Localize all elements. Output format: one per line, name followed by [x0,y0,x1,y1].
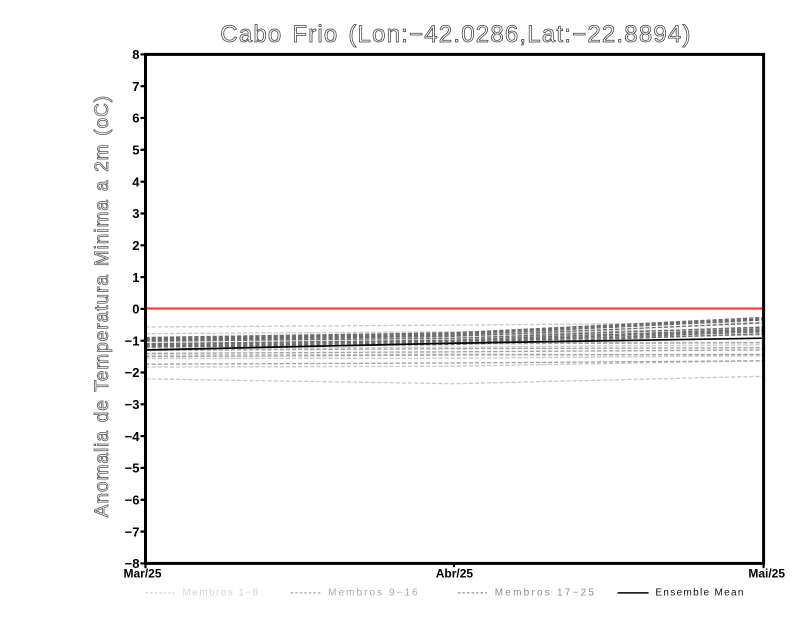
svg-text:−8: −8 [125,556,140,571]
svg-text:Anomalia de Temperatura Minima: Anomalia de Temperatura Minima a 2m (oC) [92,95,113,517]
svg-text:7: 7 [132,79,139,94]
svg-text:−5: −5 [125,461,140,476]
svg-text:Mai/25: Mai/25 [748,567,785,581]
svg-text:−4: −4 [125,429,141,444]
svg-text:0: 0 [132,302,139,317]
svg-text:Membros 17−25: Membros 17−25 [495,588,596,599]
svg-text:−1: −1 [125,333,140,348]
svg-text:4: 4 [132,174,140,189]
svg-text:Membros 9−16: Membros 9−16 [328,588,420,599]
svg-text:Cabo Frio (Lon:−42.0286,Lat:−2: Cabo Frio (Lon:−42.0286,Lat:−22.8894) [220,21,691,48]
svg-text:1: 1 [132,270,139,285]
svg-text:8: 8 [132,47,139,62]
svg-text:3: 3 [132,206,139,221]
svg-text:Abr/25: Abr/25 [436,567,474,581]
svg-text:Membros 1−8: Membros 1−8 [183,588,260,599]
svg-text:−7: −7 [125,524,140,539]
svg-text:Mar/25: Mar/25 [123,567,161,581]
svg-text:2: 2 [132,238,139,253]
svg-text:−6: −6 [125,493,140,508]
svg-text:Ensemble Mean: Ensemble Mean [655,588,744,599]
svg-text:−3: −3 [125,397,140,412]
svg-text:−2: −2 [125,365,140,380]
svg-text:5: 5 [132,143,139,158]
svg-text:6: 6 [132,111,139,126]
